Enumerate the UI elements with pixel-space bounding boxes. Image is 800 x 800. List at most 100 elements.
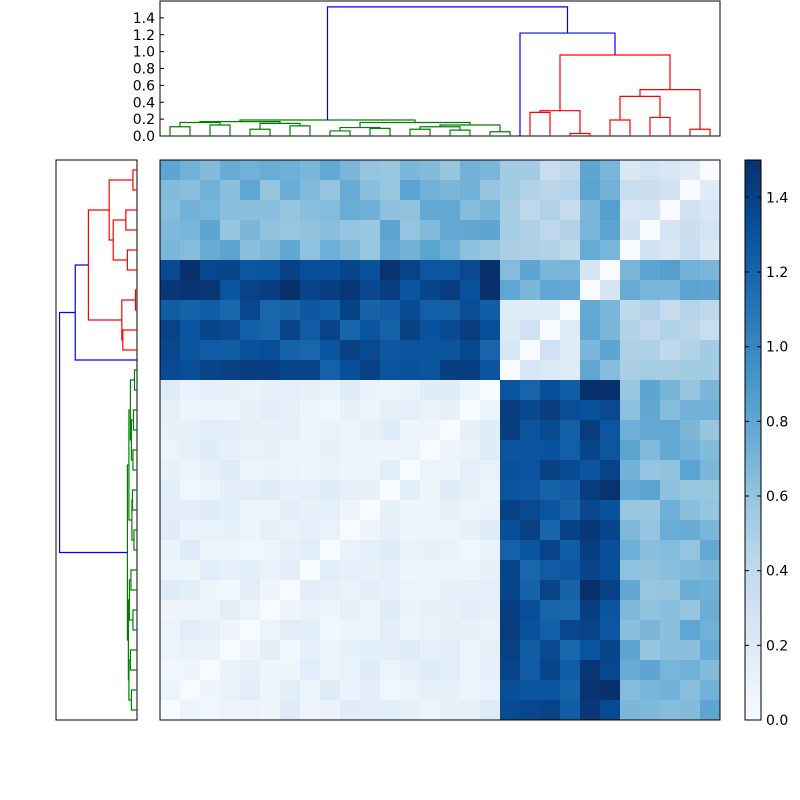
heatmap-cell <box>300 280 321 301</box>
heatmap-cell <box>460 220 481 241</box>
heatmap-cell <box>480 160 501 181</box>
heatmap-cell <box>640 680 661 701</box>
heatmap-cell <box>480 220 501 241</box>
heatmap-cell <box>300 360 321 381</box>
colorbar-panel: 0.0 0.2 0.4 0.6 0.8 1.0 1.2 1.4 <box>744 159 788 729</box>
heatmap-cell <box>240 360 261 381</box>
heatmap-cell <box>280 600 301 621</box>
heatmap-cell <box>220 640 241 661</box>
heatmap-cell <box>700 440 721 461</box>
heatmap-cell <box>400 380 421 401</box>
top-leaf-link <box>449 129 471 136</box>
heatmap-cell <box>280 680 301 701</box>
heatmap-cell <box>580 660 601 681</box>
heatmap-cell <box>440 500 461 521</box>
colorbar-tick-label: 0.8 <box>766 414 788 430</box>
heatmap-cell <box>200 480 221 501</box>
heatmap-cell <box>400 280 421 301</box>
heatmap-cell <box>320 640 341 661</box>
heatmap-cell <box>460 320 481 341</box>
heatmap-cell <box>480 180 501 201</box>
heatmap-cell <box>480 640 501 661</box>
heatmap-cell <box>340 600 361 621</box>
heatmap-cell <box>340 420 361 441</box>
heatmap-cell <box>360 220 381 241</box>
heatmap-cell <box>160 540 181 561</box>
heatmap-cell <box>220 680 241 701</box>
heatmap-cell <box>220 380 241 401</box>
heatmap-cell <box>420 620 441 641</box>
heatmap-cell <box>520 200 541 221</box>
heatmap-cell <box>660 220 681 241</box>
heatmap-cell <box>580 280 601 301</box>
heatmap-cell <box>700 320 721 341</box>
heatmap-cell <box>320 600 341 621</box>
heatmap-cell <box>560 160 581 181</box>
heatmap-cell <box>220 220 241 241</box>
heatmap-cell <box>360 640 381 661</box>
heatmap-cell <box>660 300 681 321</box>
heatmap-cell <box>660 560 681 581</box>
heatmap-cell <box>320 620 341 641</box>
heatmap-cell <box>600 460 621 481</box>
heatmap-cell <box>420 580 441 601</box>
heatmap-cell <box>200 380 221 401</box>
heatmap-cell <box>320 560 341 581</box>
heatmap-cell <box>220 560 241 581</box>
heatmap-cell <box>580 460 601 481</box>
heatmap-cell <box>260 540 281 561</box>
heatmap-cell <box>500 300 521 321</box>
heatmap-cell <box>680 320 701 341</box>
heatmap-cell <box>680 680 701 701</box>
heatmap-cell <box>680 200 701 221</box>
heatmap-cell <box>320 680 341 701</box>
heatmap-cell <box>560 500 581 521</box>
heatmap-cell <box>580 220 601 241</box>
top-leaf-link <box>609 119 631 136</box>
heatmap-cell <box>580 560 601 581</box>
heatmap-cell <box>660 420 681 441</box>
heatmap-cell <box>420 420 441 441</box>
heatmap-cell <box>380 360 401 381</box>
heatmap-cell <box>480 360 501 381</box>
heatmap-cell <box>160 660 181 681</box>
heatmap-cell <box>660 700 681 721</box>
heatmap-cell <box>260 160 281 181</box>
heatmap-cell <box>420 500 441 521</box>
heatmap-cell <box>620 660 641 681</box>
heatmap-cell <box>580 480 601 501</box>
heatmap-cell <box>420 600 441 621</box>
heatmap-cell <box>420 380 441 401</box>
heatmap-cell <box>160 180 181 201</box>
heatmap-cell <box>520 180 541 201</box>
heatmap-cell <box>680 620 701 641</box>
heatmap-cell <box>360 520 381 541</box>
heatmap-cell <box>480 520 501 541</box>
heatmap-cell <box>220 440 241 461</box>
heatmap-cell <box>160 680 181 701</box>
heatmap-cell <box>320 460 341 481</box>
heatmap-cell <box>260 260 281 281</box>
heatmap-cell <box>360 620 381 641</box>
heatmap-cell <box>340 540 361 561</box>
heatmap-cell <box>420 300 441 321</box>
heatmap-cell <box>240 200 261 221</box>
heatmap-cell <box>420 360 441 381</box>
heatmap-cell <box>600 160 621 181</box>
left-leaf-link <box>125 209 137 231</box>
heatmap-cell <box>480 440 501 461</box>
heatmap-cell <box>220 280 241 301</box>
heatmap-cell <box>320 520 341 541</box>
heatmap-cell <box>480 420 501 441</box>
heatmap-cell <box>660 540 681 561</box>
heatmap-cell <box>180 320 201 341</box>
heatmap-cell <box>500 240 521 261</box>
heatmap-cell <box>460 200 481 221</box>
heatmap-cell <box>500 500 521 521</box>
heatmap-cell <box>180 380 201 401</box>
heatmap-cell <box>480 380 501 401</box>
heatmap-cell <box>700 380 721 401</box>
heatmap-cell <box>520 640 541 661</box>
heatmap-cell <box>480 240 501 261</box>
heatmap-cell <box>620 200 641 221</box>
